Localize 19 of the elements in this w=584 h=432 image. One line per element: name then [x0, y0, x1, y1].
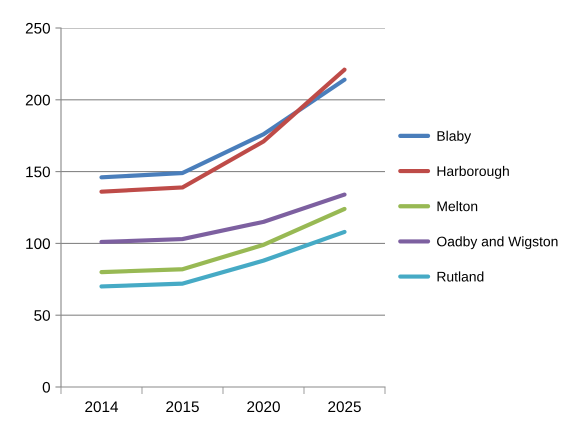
- line-series: [99, 230, 347, 289]
- legend-label: Blaby: [438, 130, 472, 144]
- y-tick-label: 200: [26, 94, 50, 106]
- x-tick-label: 2025: [328, 401, 361, 412]
- y-tick-label: 150: [26, 166, 50, 178]
- y-tick-label: 0: [42, 382, 50, 393]
- x-tick-label: 2015: [166, 401, 199, 412]
- y-tick-label: 250: [26, 22, 50, 34]
- legend-label: Harborough: [438, 166, 509, 179]
- x-tick-label: 2014: [85, 401, 118, 412]
- line-series: [99, 192, 347, 244]
- y-tick-label: 50: [34, 310, 50, 321]
- legend-label: Melton: [438, 201, 478, 212]
- legend-label: Rutland: [438, 271, 484, 282]
- y-tick-label: 100: [26, 238, 50, 250]
- x-tick-label: 2020: [247, 401, 280, 412]
- legend-label: Oadby and Wigston: [437, 236, 558, 250]
- line-series: [99, 68, 347, 194]
- line-series: [99, 206, 347, 274]
